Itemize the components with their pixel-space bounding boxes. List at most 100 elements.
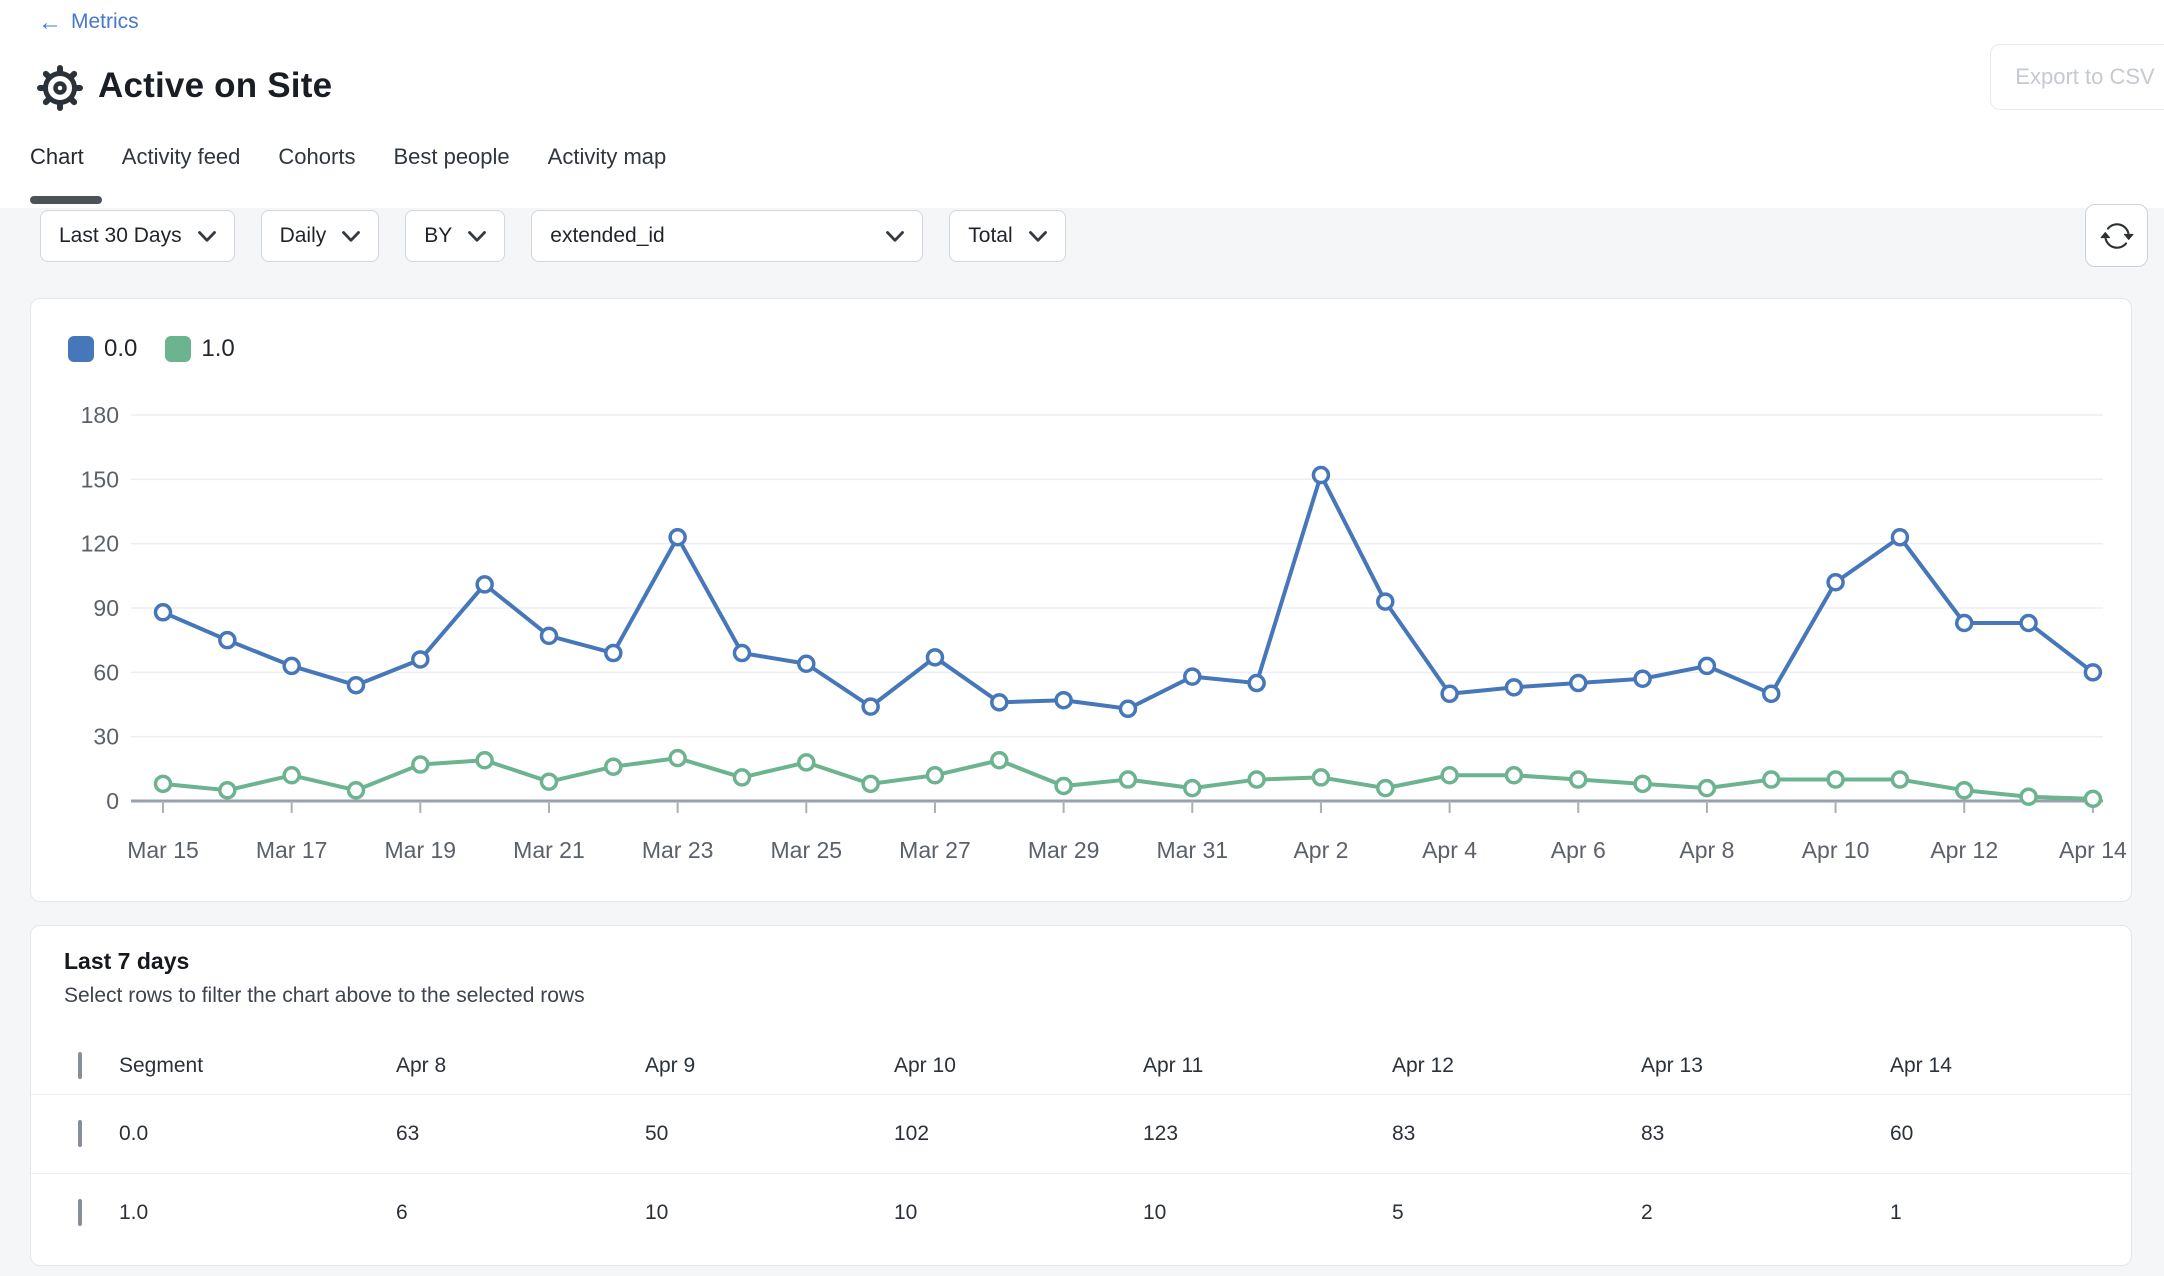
data-point[interactable] bbox=[1313, 770, 1328, 785]
data-point[interactable] bbox=[927, 768, 942, 783]
data-point[interactable] bbox=[477, 753, 492, 768]
data-point[interactable] bbox=[1056, 778, 1071, 793]
svg-text:90: 90 bbox=[93, 595, 119, 621]
data-point[interactable] bbox=[1699, 781, 1714, 796]
data-point[interactable] bbox=[1892, 530, 1907, 545]
data-point[interactable] bbox=[1249, 676, 1264, 691]
active-tab-indicator bbox=[30, 196, 102, 204]
tab-cohorts[interactable]: Cohorts bbox=[278, 142, 355, 172]
page-title: Active on Site bbox=[98, 60, 332, 112]
data-point[interactable] bbox=[606, 759, 621, 774]
data-point[interactable] bbox=[156, 776, 171, 791]
data-point[interactable] bbox=[156, 605, 171, 620]
data-point[interactable] bbox=[1378, 594, 1393, 609]
data-point[interactable] bbox=[2085, 665, 2100, 680]
data-point[interactable] bbox=[1442, 768, 1457, 783]
date-column-header: Apr 10 bbox=[894, 1054, 1143, 1078]
data-point[interactable] bbox=[284, 658, 299, 673]
data-point[interactable] bbox=[606, 646, 621, 661]
data-point[interactable] bbox=[1828, 575, 1843, 590]
data-point[interactable] bbox=[1635, 776, 1650, 791]
data-point[interactable] bbox=[1699, 658, 1714, 673]
data-point[interactable] bbox=[1828, 772, 1843, 787]
date-column-header: Apr 8 bbox=[396, 1054, 645, 1078]
data-point[interactable] bbox=[1378, 781, 1393, 796]
select-all-checkbox[interactable] bbox=[78, 1052, 82, 1079]
data-point[interactable] bbox=[863, 776, 878, 791]
data-point[interactable] bbox=[734, 646, 749, 661]
data-point[interactable] bbox=[1313, 468, 1328, 483]
table-row[interactable]: 1.06101010521 bbox=[31, 1173, 2131, 1252]
svg-text:Mar 21: Mar 21 bbox=[513, 837, 585, 863]
value-cell: 83 bbox=[1392, 1122, 1641, 1146]
data-point[interactable] bbox=[348, 678, 363, 693]
data-point[interactable] bbox=[413, 652, 428, 667]
data-point[interactable] bbox=[1120, 772, 1135, 787]
data-point[interactable] bbox=[1506, 680, 1521, 695]
value-cell: 10 bbox=[894, 1201, 1143, 1225]
granularity-dropdown[interactable]: Daily bbox=[261, 210, 380, 262]
data-point[interactable] bbox=[863, 699, 878, 714]
aggregation-value: Total bbox=[968, 224, 1012, 248]
data-point[interactable] bbox=[1185, 781, 1200, 796]
refresh-button[interactable] bbox=[2085, 204, 2148, 267]
data-point[interactable] bbox=[1764, 772, 1779, 787]
data-point[interactable] bbox=[348, 783, 363, 798]
data-point[interactable] bbox=[927, 650, 942, 665]
data-point[interactable] bbox=[734, 770, 749, 785]
svg-text:Mar 19: Mar 19 bbox=[385, 837, 457, 863]
data-point[interactable] bbox=[1764, 686, 1779, 701]
by-dropdown[interactable]: BY bbox=[405, 210, 505, 262]
data-point[interactable] bbox=[1120, 701, 1135, 716]
data-point[interactable] bbox=[284, 768, 299, 783]
svg-text:Mar 25: Mar 25 bbox=[771, 837, 843, 863]
data-point[interactable] bbox=[541, 628, 556, 643]
data-point[interactable] bbox=[1506, 768, 1521, 783]
svg-text:Mar 17: Mar 17 bbox=[256, 837, 328, 863]
data-point[interactable] bbox=[220, 783, 235, 798]
data-point[interactable] bbox=[1957, 783, 1972, 798]
data-point[interactable] bbox=[799, 755, 814, 770]
date-range-dropdown[interactable]: Last 30 Days bbox=[40, 210, 235, 262]
row-checkbox[interactable] bbox=[78, 1199, 82, 1226]
data-point[interactable] bbox=[670, 530, 685, 545]
data-point[interactable] bbox=[1056, 693, 1071, 708]
data-point[interactable] bbox=[1892, 772, 1907, 787]
data-point[interactable] bbox=[2085, 791, 2100, 806]
svg-text:Apr 14: Apr 14 bbox=[2059, 837, 2127, 863]
data-point[interactable] bbox=[670, 751, 685, 766]
value-cell: 10 bbox=[1143, 1201, 1392, 1225]
data-point[interactable] bbox=[220, 633, 235, 648]
tab-chart[interactable]: Chart bbox=[30, 142, 84, 172]
data-point[interactable] bbox=[1635, 671, 1650, 686]
back-to-metrics-link[interactable]: ← Metrics bbox=[38, 10, 139, 34]
data-point[interactable] bbox=[541, 774, 556, 789]
row-checkbox[interactable] bbox=[78, 1120, 82, 1147]
tab-activity-feed[interactable]: Activity feed bbox=[122, 142, 241, 172]
value-cell: 2 bbox=[1641, 1201, 1890, 1225]
data-point[interactable] bbox=[2021, 789, 2036, 804]
data-point[interactable] bbox=[1571, 772, 1586, 787]
data-point[interactable] bbox=[992, 753, 1007, 768]
aggregation-dropdown[interactable]: Total bbox=[949, 210, 1065, 262]
export-to-csv-button[interactable]: Export to CSV bbox=[1990, 44, 2164, 110]
tab-best-people[interactable]: Best people bbox=[393, 142, 509, 172]
data-point[interactable] bbox=[1571, 676, 1586, 691]
svg-text:180: 180 bbox=[81, 402, 119, 428]
table-row[interactable]: 0.06350102123838360 bbox=[31, 1094, 2131, 1173]
data-point[interactable] bbox=[1249, 772, 1264, 787]
data-point[interactable] bbox=[477, 577, 492, 592]
date-column-header: Apr 9 bbox=[645, 1054, 894, 1078]
svg-text:Mar 31: Mar 31 bbox=[1156, 837, 1228, 863]
breakdown-property-dropdown[interactable]: extended_id bbox=[531, 210, 923, 262]
data-point[interactable] bbox=[799, 656, 814, 671]
data-point[interactable] bbox=[413, 757, 428, 772]
data-point[interactable] bbox=[992, 695, 1007, 710]
data-point[interactable] bbox=[2021, 616, 2036, 631]
data-point[interactable] bbox=[1185, 669, 1200, 684]
tab-activity-map[interactable]: Activity map bbox=[548, 142, 667, 172]
data-point[interactable] bbox=[1442, 686, 1457, 701]
data-point[interactable] bbox=[1957, 616, 1972, 631]
svg-text:Apr 2: Apr 2 bbox=[1293, 837, 1348, 863]
svg-text:Mar 15: Mar 15 bbox=[127, 837, 199, 863]
